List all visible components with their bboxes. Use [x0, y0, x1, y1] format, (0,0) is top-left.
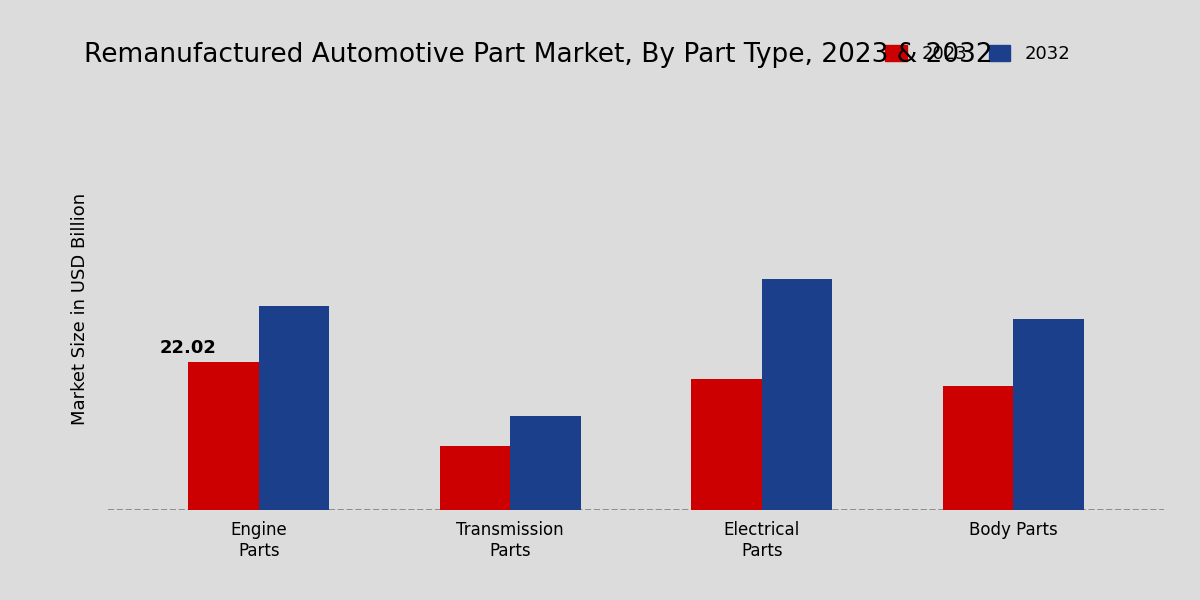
- Text: Remanufactured Automotive Part Market, By Part Type, 2023 & 2032: Remanufactured Automotive Part Market, B…: [84, 42, 992, 68]
- Bar: [691, 379, 762, 510]
- Bar: [943, 386, 1013, 510]
- Text: 22.02: 22.02: [160, 339, 216, 357]
- Legend: 2023, 2032: 2023, 2032: [886, 44, 1070, 63]
- Y-axis label: Market Size in USD Billion: Market Size in USD Billion: [71, 193, 89, 425]
- Bar: [762, 279, 832, 510]
- Bar: [510, 416, 581, 510]
- Bar: [1013, 319, 1084, 510]
- Bar: [259, 305, 329, 510]
- Bar: [188, 362, 259, 510]
- Bar: [440, 446, 510, 510]
